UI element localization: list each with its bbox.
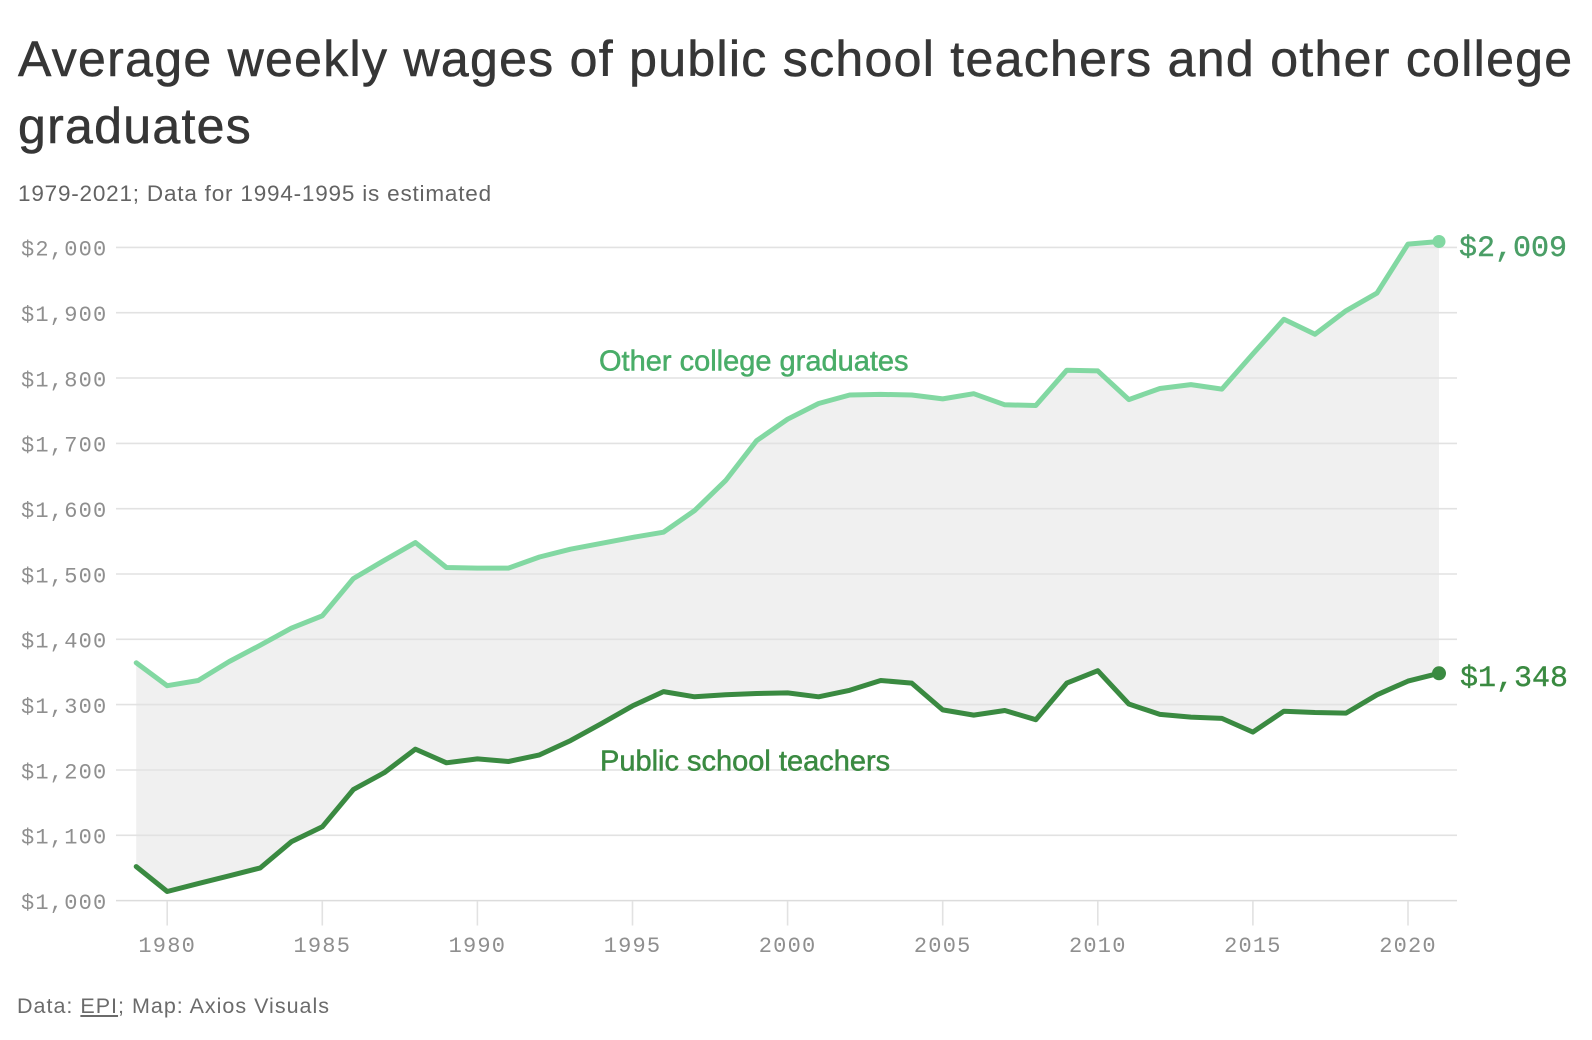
svg-text:2015: 2015 [1224,934,1282,959]
svg-text:1985: 1985 [293,934,351,959]
svg-text:$1,400: $1,400 [21,630,107,655]
svg-text:2000: 2000 [759,934,817,959]
svg-text:1995: 1995 [604,934,662,959]
svg-text:Other college graduates: Other college graduates [599,346,909,378]
svg-text:$1,200: $1,200 [21,760,107,785]
svg-text:$1,348: $1,348 [1460,662,1568,696]
svg-text:2005: 2005 [914,934,972,959]
svg-text:$1,300: $1,300 [21,695,107,720]
svg-text:1980: 1980 [138,934,196,959]
svg-text:$1,900: $1,900 [21,303,107,328]
svg-text:2010: 2010 [1069,934,1127,959]
svg-text:$1,600: $1,600 [21,499,107,524]
svg-text:$1,800: $1,800 [21,368,107,393]
svg-text:$2,009: $2,009 [1459,232,1567,266]
svg-text:2020: 2020 [1379,934,1437,959]
svg-text:Public school teachers: Public school teachers [600,746,890,778]
svg-text:$1,100: $1,100 [21,826,107,851]
svg-text:$1,700: $1,700 [21,434,107,459]
svg-text:$1,500: $1,500 [21,564,107,589]
svg-text:$1,000: $1,000 [21,891,107,916]
svg-text:$2,000: $2,000 [21,238,107,263]
svg-text:1990: 1990 [449,934,507,959]
